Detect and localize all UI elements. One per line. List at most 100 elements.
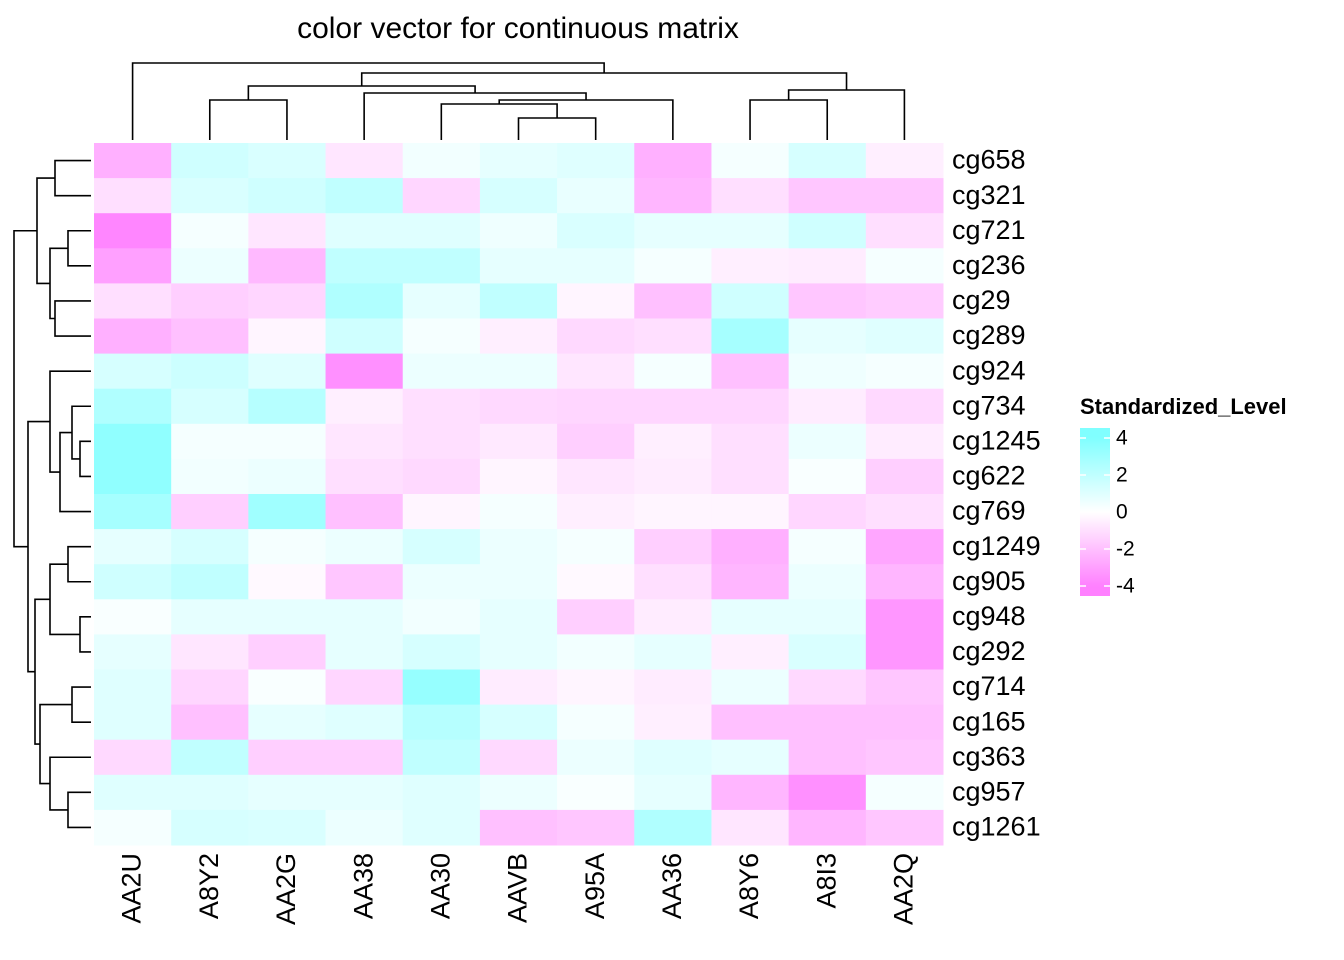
heatmap-cell (325, 388, 404, 425)
heatmap-cell (865, 318, 944, 355)
heatmap-cell (248, 599, 327, 635)
heatmap-cell (634, 353, 712, 390)
row-label: cg714 (952, 671, 1026, 701)
heatmap-cell (325, 599, 404, 635)
legend-title: Standardized_Level (1080, 394, 1287, 419)
heatmap-cell (788, 353, 867, 390)
heatmap-cell (634, 178, 712, 214)
heatmap-cell (325, 809, 404, 846)
heatmap-cell (402, 774, 481, 811)
heatmap-cell (865, 143, 944, 179)
heatmap-cell (171, 494, 249, 530)
heatmap-cell (557, 388, 635, 425)
heatmap-cell (788, 458, 867, 495)
heatmap-cell (711, 318, 790, 355)
heatmap-cell (325, 283, 404, 319)
column-label: AA2Q (889, 853, 919, 925)
heatmap-cell (557, 248, 635, 284)
heatmap-cell (865, 564, 944, 600)
heatmap-cell (248, 739, 327, 776)
heatmap-cell (711, 143, 790, 179)
heatmap-cell (171, 458, 249, 495)
heatmap-cell (94, 494, 172, 530)
heatmap-cell (865, 388, 944, 425)
heatmap-cell (557, 809, 635, 846)
heatmap-cell (711, 178, 790, 214)
column-label: A8Y6 (734, 853, 764, 919)
heatmap-cell (94, 213, 172, 249)
heatmap-cell (557, 669, 635, 706)
column-label: AA36 (657, 853, 687, 919)
row-label: cg658 (952, 145, 1026, 175)
heatmap-cell (171, 178, 249, 214)
heatmap-cell (94, 143, 172, 179)
heatmap-cell (788, 774, 867, 811)
heatmap-cell (479, 458, 558, 495)
heatmap-cell (634, 529, 712, 565)
heatmap-cell (788, 318, 867, 355)
heatmap-cell (171, 669, 249, 706)
row-label: cg321 (952, 180, 1026, 210)
row-label: cg622 (952, 461, 1026, 491)
heatmap-cell (248, 353, 327, 390)
heatmap-cell (171, 423, 249, 460)
heatmap-cell (171, 353, 249, 390)
heatmap-cell (865, 774, 944, 811)
heatmap-cell (248, 774, 327, 811)
row-label: cg734 (952, 390, 1026, 420)
row-label: cg363 (952, 741, 1026, 771)
heatmap-cell (94, 669, 172, 706)
heatmap-cell (94, 739, 172, 776)
heatmap-cell (634, 248, 712, 284)
heatmap-cell (402, 353, 481, 390)
heatmap-cell (788, 704, 867, 741)
column-label: AA2U (117, 853, 147, 924)
heatmap-cell (479, 774, 558, 811)
heatmap-cell (94, 388, 172, 425)
heatmap-cell (325, 774, 404, 811)
heatmap-cell (711, 388, 790, 425)
heatmap-cell (325, 564, 404, 600)
heatmap-cell (479, 739, 558, 776)
chart-title: color vector for continuous matrix (297, 12, 739, 45)
heatmap-cell (711, 634, 790, 670)
heatmap-cell (557, 704, 635, 741)
heatmap-cell (94, 599, 172, 635)
heatmap-cell (557, 529, 635, 565)
heatmap-cell (248, 634, 327, 670)
heatmap-cell (711, 353, 790, 390)
heatmap-cell (94, 774, 172, 811)
heatmap-cell (402, 143, 481, 179)
column-label: AAVB (503, 853, 533, 923)
heatmap-cell (479, 318, 558, 355)
heatmap-cell (865, 423, 944, 460)
row-label: cg292 (952, 636, 1026, 666)
heatmap-cell (788, 564, 867, 600)
heatmap-cell (711, 669, 790, 706)
heatmap-cell (865, 213, 944, 249)
row-label: cg29 (952, 285, 1011, 315)
heatmap-cell (788, 423, 867, 460)
heatmap-cell (171, 388, 249, 425)
heatmap-cell (634, 283, 712, 319)
heatmap-cell (634, 634, 712, 670)
heatmap-cell (248, 213, 327, 249)
heatmap-cell (248, 178, 327, 214)
heatmap-cell (325, 704, 404, 741)
row-label: cg769 (952, 496, 1026, 526)
heatmap-cell (711, 704, 790, 741)
heatmap-cell (479, 809, 558, 846)
heatmap-cell (557, 423, 635, 460)
heatmap-cell (479, 494, 558, 530)
heatmap-cell (865, 353, 944, 390)
heatmap-cell (788, 248, 867, 284)
heatmap-cell (248, 529, 327, 565)
heatmap-cell (711, 458, 790, 495)
heatmap-cell (634, 213, 712, 249)
heatmap-cell (248, 669, 327, 706)
heatmap-cell (402, 494, 481, 530)
heatmap-cell (479, 353, 558, 390)
row-label: cg236 (952, 250, 1026, 280)
heatmap-cell (94, 248, 172, 284)
heatmap-cell (94, 704, 172, 741)
